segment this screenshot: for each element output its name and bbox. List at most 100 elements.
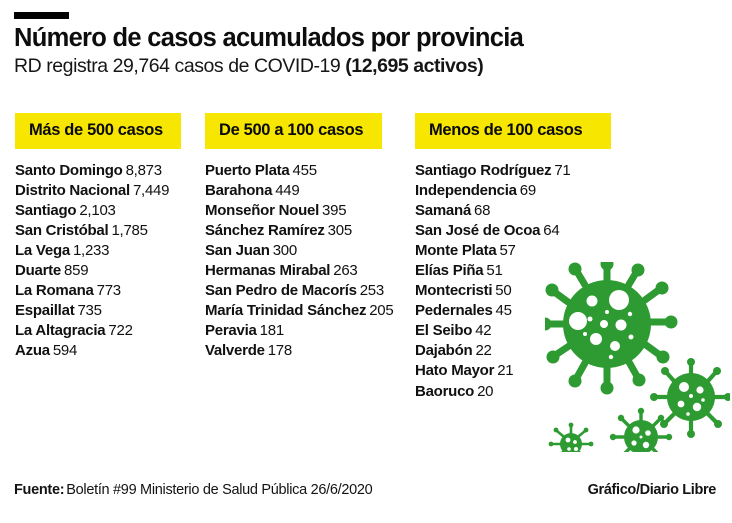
province-name: La Vega xyxy=(15,241,70,259)
province-name: Dajabón xyxy=(415,342,473,360)
province-value: 21 xyxy=(497,362,514,380)
province-value: 69 xyxy=(519,181,536,199)
province-value: 1,233 xyxy=(72,241,110,259)
list-item: San José de Ocoa 64 xyxy=(415,221,630,241)
province-value: 735 xyxy=(77,302,102,320)
province-name: Elías Piña xyxy=(415,261,484,279)
column-header-badge: De 500 a 100 casos xyxy=(205,113,382,149)
province-value: 68 xyxy=(474,201,491,219)
province-name: Puerto Plata xyxy=(205,161,290,179)
source-label: Fuente: xyxy=(14,482,65,498)
list-item: Azua 594 xyxy=(15,341,205,361)
province-value: 449 xyxy=(275,181,300,199)
list-item: Espaillat 735 xyxy=(15,301,205,321)
province-name: Duarte xyxy=(15,261,62,279)
province-value: 57 xyxy=(499,241,516,259)
province-value: 2,103 xyxy=(79,201,116,219)
province-value: 45 xyxy=(495,302,512,320)
list-item: Puerto Plata 455 xyxy=(205,161,410,181)
province-name: Samaná xyxy=(415,201,472,219)
source-text: Boletín #99 Ministerio de Salud Pública … xyxy=(66,482,373,498)
province-value: 263 xyxy=(333,261,358,279)
province-value: 7,449 xyxy=(132,181,170,199)
list-item: Samaná 68 xyxy=(415,201,630,221)
province-value: 20 xyxy=(477,382,494,400)
list-item: Distrito Nacional 7,449 xyxy=(15,181,205,201)
province-value: 300 xyxy=(272,241,298,259)
list-item: La Altagracia 722 xyxy=(15,321,205,341)
province-value: 395 xyxy=(322,201,347,219)
list-item: Sánchez Ramírez 305 xyxy=(205,221,410,241)
province-name: San Juan xyxy=(205,241,270,259)
list-item: Monseñor Nouel 395 xyxy=(205,201,410,221)
list-item: Barahona 449 xyxy=(205,181,410,201)
list-item: San Juan 300 xyxy=(205,241,410,261)
page-subtitle-regular: RD registra 29,764 casos de COVID-19 xyxy=(14,55,346,78)
province-name: San Pedro de Macorís xyxy=(205,282,357,300)
list-item: Santo Domingo 8,873 xyxy=(15,161,205,181)
list-item: Hato Mayor 21 xyxy=(415,361,630,381)
province-value: 22 xyxy=(475,342,492,360)
province-value: 51 xyxy=(486,261,503,279)
province-value: 305 xyxy=(327,221,353,239)
province-name: La Altagracia xyxy=(15,322,106,340)
province-name: San Cristóbal xyxy=(15,221,109,239)
province-value: 253 xyxy=(359,282,385,300)
province-value: 1,785 xyxy=(111,221,148,239)
province-name: Santo Domingo xyxy=(15,161,123,179)
list-item: Duarte 859 xyxy=(15,261,205,281)
list-item: Peravia 181 xyxy=(205,321,410,341)
list-item: Hermanas Mirabal 263 xyxy=(205,261,410,281)
list-item: San Cristóbal 1,785 xyxy=(15,221,205,241)
list-item: Santiago Rodríguez 71 xyxy=(415,161,630,181)
column-menos-de-100: Menos de 100 casos Santiago Rodríguez 71 … xyxy=(415,113,630,402)
list-item: Dajabón 22 xyxy=(415,341,630,361)
page-title: Número de casos acumulados por provincia xyxy=(14,24,524,52)
list-item: La Romana 773 xyxy=(15,281,205,301)
province-name: Monte Plata xyxy=(415,241,497,259)
province-name: Santiago Rodríguez xyxy=(415,161,552,179)
column-mas-de-500: Más de 500 casos Santo Domingo 8,873 Dist… xyxy=(15,113,205,361)
province-name: El Seibo xyxy=(415,322,473,340)
list-item: Valverde 178 xyxy=(205,341,410,361)
province-name: Distrito Nacional xyxy=(15,181,130,199)
province-value: 455 xyxy=(292,161,318,179)
province-name: Barahona xyxy=(205,181,273,199)
province-name: Peravia xyxy=(205,322,257,340)
footer-source: Fuente: Boletín #99 Ministerio de Salud P… xyxy=(14,482,373,498)
list-item: Montecristi 50 xyxy=(415,281,630,301)
list-item: Independencia 69 xyxy=(415,181,630,201)
province-value: 181 xyxy=(259,322,285,340)
province-list: Santiago Rodríguez 71 Independencia 69 Sam… xyxy=(415,161,630,402)
province-value: 205 xyxy=(369,302,394,320)
province-value: 71 xyxy=(554,161,571,179)
column-de-500-a-100: De 500 a 100 casos Puerto Plata 455 Barah… xyxy=(205,113,410,361)
province-list: Santo Domingo 8,873 Distrito Nacional 7,44… xyxy=(15,161,205,362)
province-value: 50 xyxy=(495,282,512,300)
list-item: Baoruco 20 xyxy=(415,382,630,402)
province-value: 722 xyxy=(108,322,133,340)
province-name: Sánchez Ramírez xyxy=(205,221,325,239)
footer-credit: Gráfico/Diario Libre xyxy=(587,482,717,498)
province-name: Hato Mayor xyxy=(415,362,495,380)
list-item: Elías Piña 51 xyxy=(415,261,630,281)
list-item: Santiago 2,103 xyxy=(15,201,205,221)
column-header-badge: Más de 500 casos xyxy=(15,113,181,149)
province-value: 42 xyxy=(475,322,492,340)
province-value: 8,873 xyxy=(125,161,163,179)
page-subtitle-active-cases: (12,695 activos) xyxy=(345,55,484,78)
province-name: San José de Ocoa xyxy=(415,221,541,239)
province-value: 178 xyxy=(267,342,293,360)
province-name: Independencia xyxy=(415,181,517,199)
headline-block: Número de casos acumulados por provincia… xyxy=(14,24,714,78)
province-name: Monseñor Nouel xyxy=(205,201,320,219)
top-rule-divider xyxy=(14,12,69,19)
list-item: Monte Plata 57 xyxy=(415,241,630,261)
province-list: Puerto Plata 455 Barahona 449 Monseñor Nou… xyxy=(205,161,410,362)
footer: Fuente: Boletín #99 Ministerio de Salud P… xyxy=(14,482,716,498)
province-value: 773 xyxy=(96,282,122,300)
province-value: 594 xyxy=(52,342,78,360)
page-subtitle: RD registra 29,764 casos de COVID-19 (12… xyxy=(14,55,714,78)
province-name: Baoruco xyxy=(415,382,475,400)
